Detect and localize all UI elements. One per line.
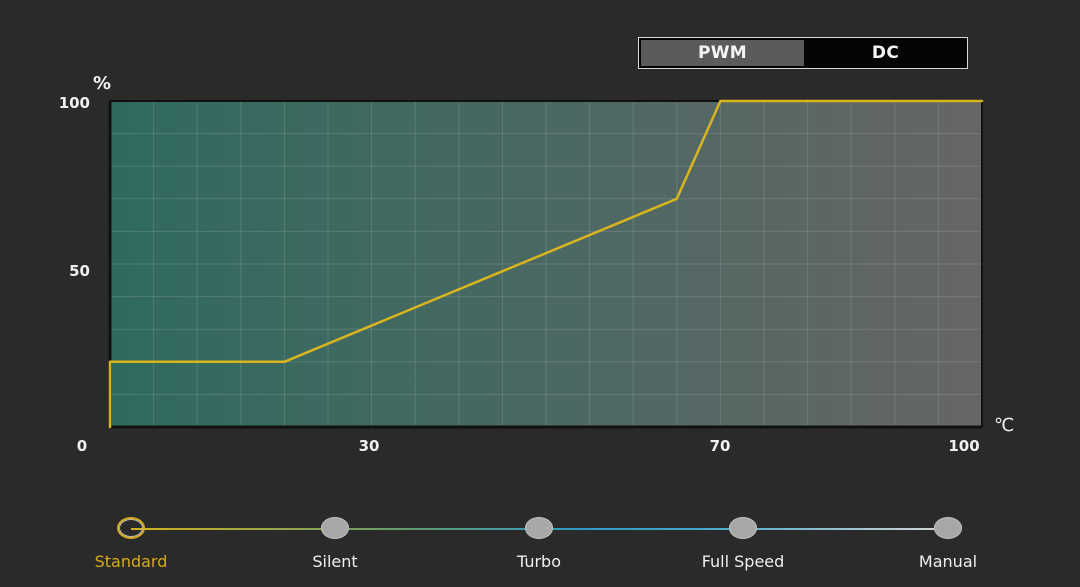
- full-speed-profile-dot[interactable]: [729, 517, 757, 539]
- manual-profile-label: Manual: [918, 552, 978, 571]
- silent-profile-dot[interactable]: [321, 517, 349, 539]
- fan-curve-chart[interactable]: [103, 98, 988, 432]
- full-speed-profile-label: Full Speed: [701, 552, 785, 571]
- y-tick-50: 50: [69, 262, 90, 280]
- x-tick-100: 100: [948, 437, 980, 455]
- silent-profile-label: Silent: [312, 552, 358, 571]
- turbo-profile-dot[interactable]: [525, 517, 553, 539]
- turbo-profile-label: Turbo: [516, 552, 561, 571]
- pwm-dc-toggle[interactable]: PWM DC: [638, 37, 968, 69]
- x-axis-unit: ℃: [994, 415, 1015, 436]
- standard-profile-dot[interactable]: [117, 517, 145, 539]
- fan-profile-slider[interactable]: Standard Silent Turbo Full Speed Manual: [0, 510, 1080, 585]
- fan-curve-line-1[interactable]: [108, 99, 984, 429]
- profile-turbo[interactable]: Turbo: [479, 515, 599, 577]
- dc-option[interactable]: DC: [804, 38, 967, 68]
- manual-profile-dot[interactable]: [934, 517, 962, 539]
- profile-manual[interactable]: Manual: [888, 515, 1008, 577]
- standard-profile-label: Standard: [94, 552, 168, 571]
- plot-background: [110, 101, 982, 427]
- x-tick-0: 0: [76, 437, 88, 455]
- profile-silent[interactable]: Silent: [275, 515, 395, 577]
- profile-full-speed[interactable]: Full Speed: [683, 515, 803, 577]
- profile-standard[interactable]: Standard: [71, 515, 191, 577]
- pwm-option[interactable]: PWM: [641, 40, 804, 66]
- x-tick-70: 70: [709, 437, 731, 455]
- y-axis-unit: %: [93, 73, 112, 94]
- x-tick-30: 30: [358, 437, 380, 455]
- y-tick-100: 100: [58, 94, 90, 112]
